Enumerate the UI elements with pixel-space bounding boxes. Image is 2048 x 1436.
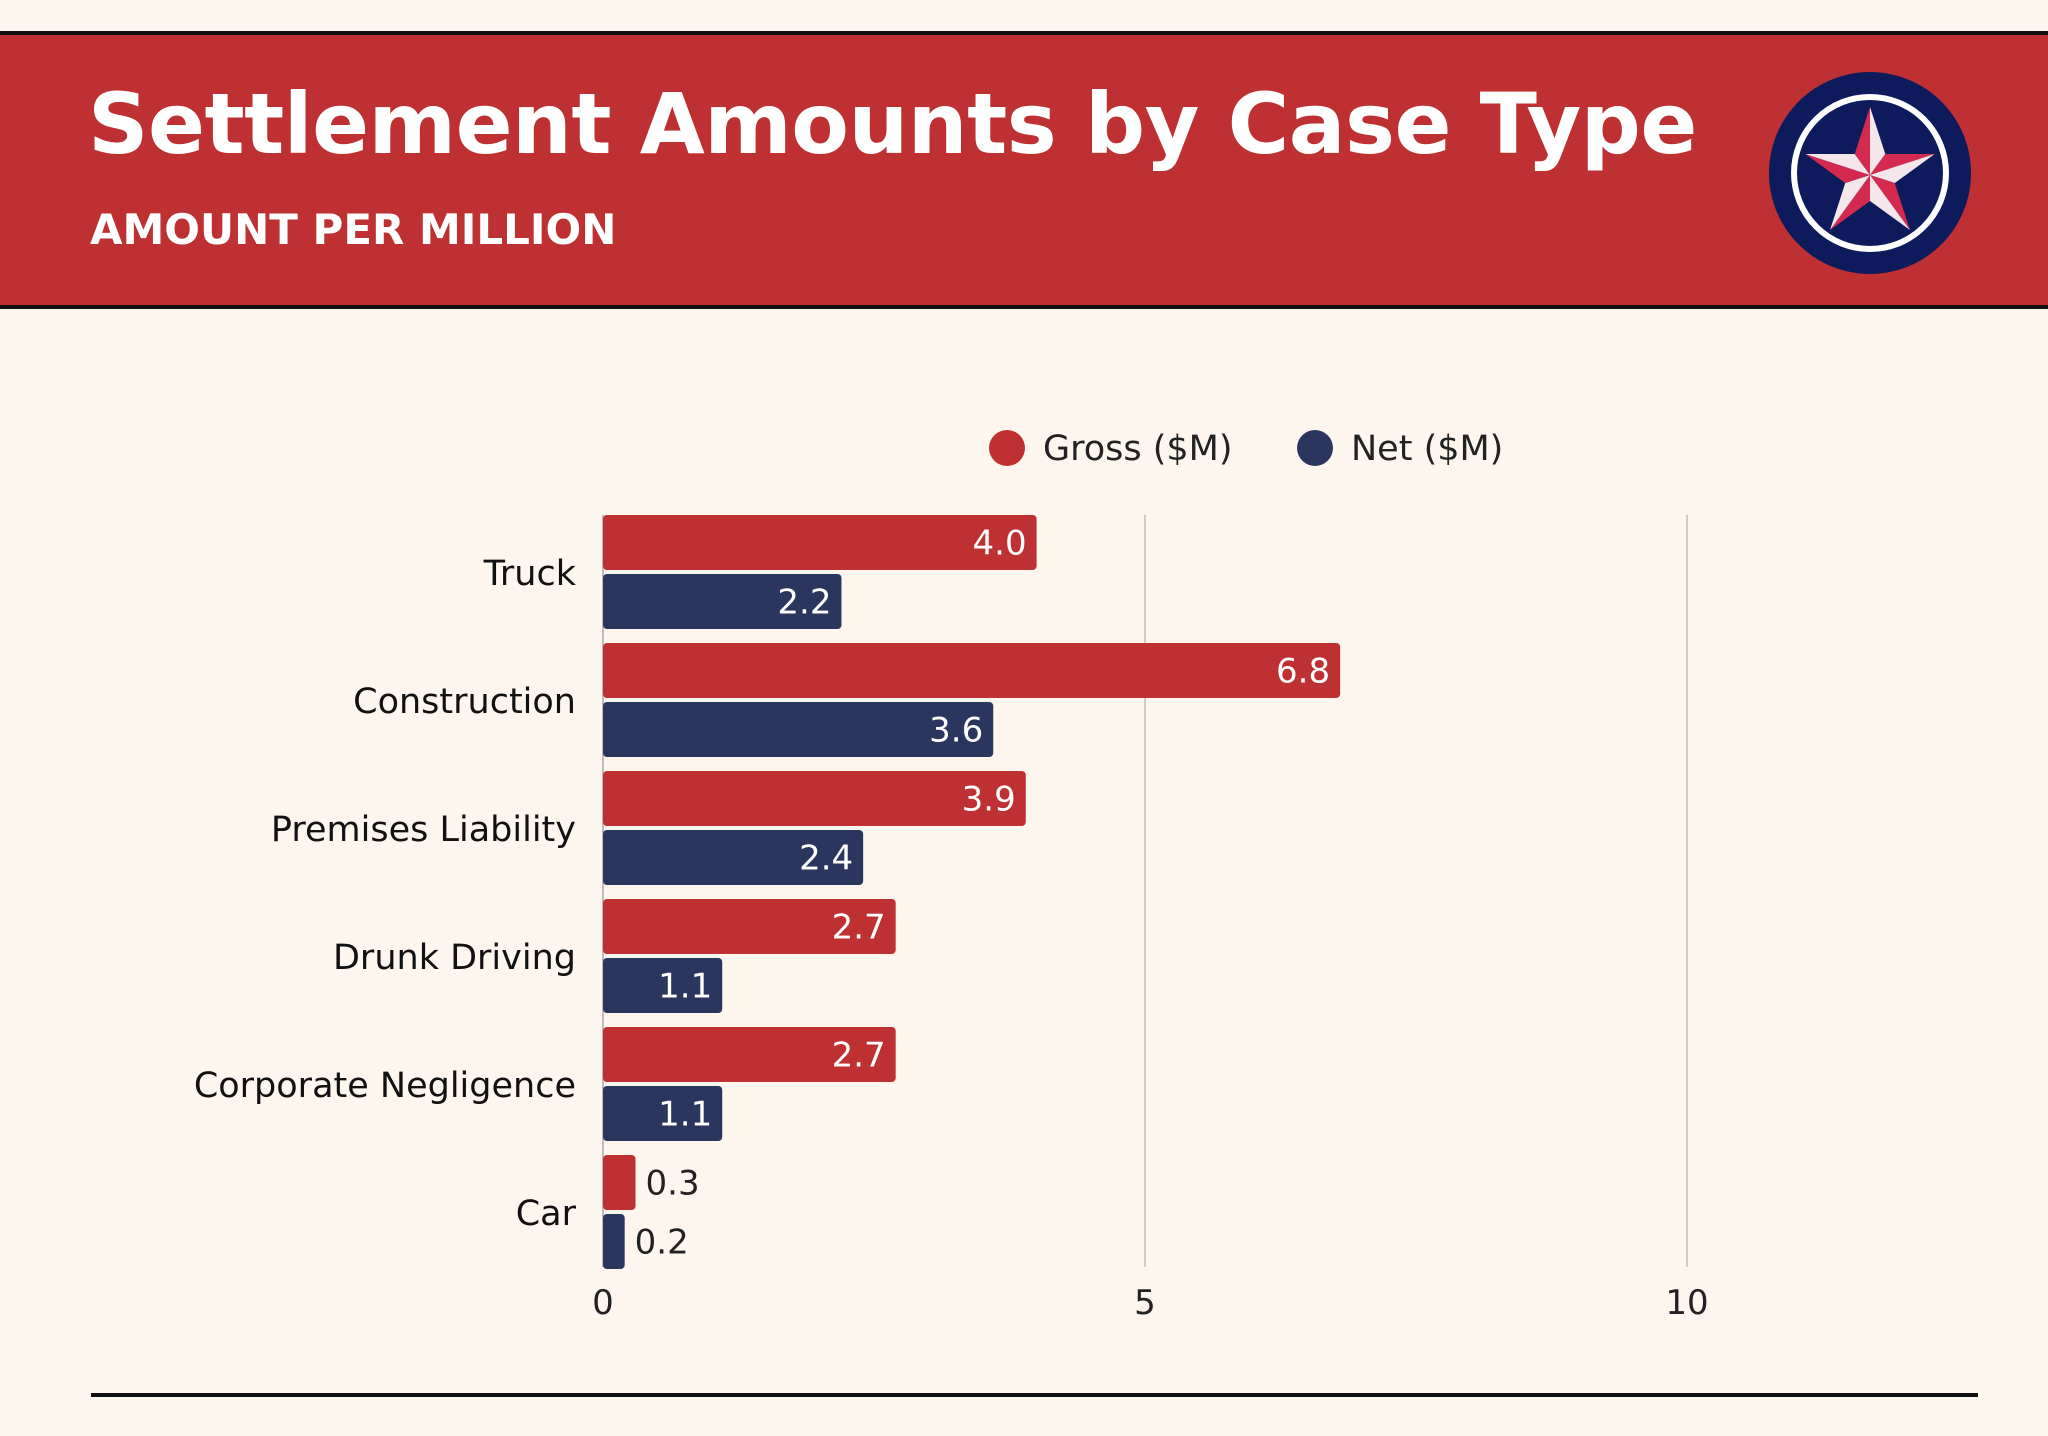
bar-gross (603, 1155, 636, 1210)
data-label: 2.7 (832, 908, 886, 948)
category-label: Construction (353, 682, 576, 722)
data-label: 3.9 (962, 780, 1016, 820)
bar-net (603, 830, 864, 885)
x-tick-label: 5 (1134, 1283, 1156, 1323)
bar-net (603, 1086, 723, 1141)
category-label: Drunk Driving (333, 938, 576, 978)
legend-marker (1297, 430, 1333, 466)
data-label: 1.1 (658, 1095, 712, 1135)
data-label: 1.1 (658, 967, 712, 1007)
data-label: 2.4 (799, 839, 853, 879)
page-subtitle: AMOUNT PER MILLION (90, 205, 617, 254)
bar-net (603, 574, 842, 629)
bar-gross (603, 899, 896, 954)
bar-net (603, 702, 994, 757)
data-label: 0.2 (635, 1223, 689, 1263)
category-label: Corporate Negligence (194, 1066, 576, 1106)
bar-gross (603, 1027, 896, 1082)
bar-gross (603, 771, 1026, 826)
bar-net (603, 1214, 625, 1269)
data-label: 0.3 (646, 1164, 700, 1204)
data-label: 4.0 (973, 524, 1027, 564)
data-label: 3.6 (929, 711, 983, 751)
page-title: Settlement Amounts by Case Type (88, 75, 1697, 173)
x-tick-label: 10 (1665, 1283, 1708, 1323)
header-banner: Settlement Amounts by Case Type AMOUNT P… (0, 31, 2048, 309)
data-label: 6.8 (1276, 652, 1330, 692)
bar-gross (603, 643, 1341, 698)
bottom-divider (91, 1393, 1978, 1397)
data-label: 2.2 (777, 583, 831, 623)
legend-label: Net ($M) (1351, 429, 1503, 469)
bar-gross (603, 515, 1037, 570)
legend-label: Gross ($M) (1043, 429, 1233, 469)
category-label: Premises Liability (271, 810, 576, 850)
legend-marker (989, 430, 1025, 466)
category-label: Car (516, 1194, 577, 1234)
category-label: Truck (483, 554, 577, 594)
bar-net (603, 958, 723, 1013)
x-tick-label: 0 (592, 1283, 614, 1323)
data-label: 2.7 (832, 1036, 886, 1076)
star-in-circle-icon (1769, 72, 1971, 274)
